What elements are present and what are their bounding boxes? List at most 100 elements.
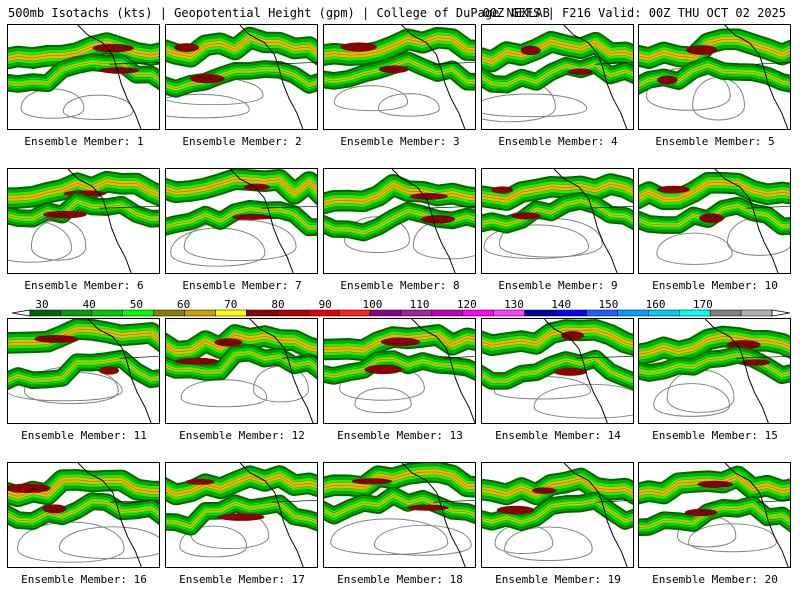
- ensemble-map-panel: [638, 462, 791, 568]
- height-line: [639, 339, 790, 358]
- height-line: [166, 340, 317, 358]
- border-line: [433, 61, 475, 65]
- header: 500mb Isotachs (kts) | Geopotential Heig…: [0, 0, 800, 22]
- coastline: [563, 25, 628, 129]
- height-line: [166, 469, 317, 489]
- height-line: [8, 195, 159, 214]
- header-run-info: 00Z GEFS | F216 Valid: 00Z THU OCT 02 20…: [482, 6, 786, 20]
- height-line: [166, 37, 317, 57]
- jet-stream-map: [639, 319, 790, 423]
- height-line: [639, 33, 790, 53]
- height-line: [8, 67, 159, 91]
- scale-tick-label: 110: [409, 298, 430, 311]
- height-line: [482, 326, 633, 343]
- scale-swatch: [709, 309, 742, 317]
- height-line: [8, 198, 159, 216]
- height-contour: [377, 93, 440, 117]
- height-line: [166, 202, 317, 222]
- jet-core: [34, 335, 79, 343]
- height-line: [639, 501, 790, 525]
- height-line: [482, 355, 633, 379]
- coastline: [391, 169, 456, 273]
- height-line: [482, 200, 633, 225]
- jet-core: [531, 487, 557, 494]
- coastline: [87, 319, 152, 423]
- height-line: [166, 503, 317, 527]
- ensemble-member-label: Ensemble Member: 19: [495, 573, 621, 586]
- height-line: [166, 472, 317, 492]
- height-line: [324, 495, 475, 516]
- height-line: [324, 178, 475, 198]
- height-line: [482, 323, 633, 340]
- height-line: [166, 34, 317, 55]
- height-line: [482, 478, 633, 495]
- height-line: [324, 340, 475, 357]
- height-line: [324, 492, 475, 513]
- jet-stream-map: [324, 319, 475, 423]
- height-line: [8, 56, 159, 79]
- ensemble-map-panel: [165, 318, 318, 424]
- coastline: [411, 319, 475, 423]
- height-line: [639, 39, 790, 59]
- coastline: [704, 319, 769, 423]
- jet-stream-map: [166, 463, 317, 567]
- ensemble-member-label: Ensemble Member: 12: [179, 429, 305, 442]
- scale-swatch: [91, 309, 124, 317]
- coastline: [543, 319, 608, 423]
- height-line: [482, 361, 633, 385]
- height-contour: [20, 88, 85, 119]
- height-line: [8, 203, 159, 222]
- height-line: [8, 36, 159, 53]
- height-line: [482, 47, 633, 68]
- border-line: [271, 61, 317, 65]
- height-line: [482, 194, 633, 220]
- height-line: [482, 67, 633, 88]
- border-line: [119, 355, 159, 359]
- scale-tick-label: 60: [176, 298, 191, 311]
- jet-stream-map: [8, 25, 159, 129]
- height-line: [482, 332, 633, 349]
- height-line: [639, 498, 790, 522]
- ensemble-map-panel: [638, 168, 791, 274]
- jet-core: [496, 505, 535, 515]
- height-line: [482, 206, 633, 231]
- jet-core: [217, 513, 265, 521]
- height-contour: [726, 217, 790, 256]
- height-line: [639, 342, 790, 361]
- ensemble-member-label: Ensemble Member: 2: [182, 135, 302, 148]
- height-line: [639, 179, 790, 197]
- height-line: [482, 58, 633, 79]
- ensemble-member-label: Ensemble Member: 6: [24, 279, 144, 292]
- height-line: [8, 482, 159, 500]
- scale-arrow-right: [771, 309, 790, 317]
- height-line: [324, 54, 475, 77]
- height-line: [482, 41, 633, 62]
- height-line: [324, 57, 475, 80]
- jet-core: [174, 43, 200, 52]
- height-line: [166, 173, 317, 189]
- height-line: [324, 210, 475, 233]
- jet-stream-map: [324, 25, 475, 129]
- jet-core: [656, 185, 690, 194]
- height-line: [324, 63, 475, 85]
- ensemble-member-label: Ensemble Member: 3: [340, 135, 460, 148]
- height-line: [639, 202, 790, 224]
- ensemble-member-label: Ensemble Member: 8: [340, 279, 460, 292]
- scale-tick-label: 50: [129, 298, 144, 311]
- height-contour: [656, 232, 733, 265]
- height-line: [482, 35, 633, 56]
- ensemble-map-panel: [481, 168, 634, 274]
- jet-core: [686, 45, 718, 55]
- height-contour: [180, 379, 268, 408]
- height-line: [639, 45, 790, 65]
- height-line: [8, 358, 159, 381]
- jet-stream-map: [639, 25, 790, 129]
- height-line: [8, 485, 159, 503]
- height-line: [639, 348, 790, 370]
- height-line: [639, 357, 790, 379]
- jet-core: [699, 213, 724, 223]
- ensemble-map-panel: [165, 24, 318, 130]
- height-line: [482, 203, 633, 228]
- ensemble-member-label: Ensemble Member: 10: [652, 279, 778, 292]
- height-line: [166, 328, 317, 346]
